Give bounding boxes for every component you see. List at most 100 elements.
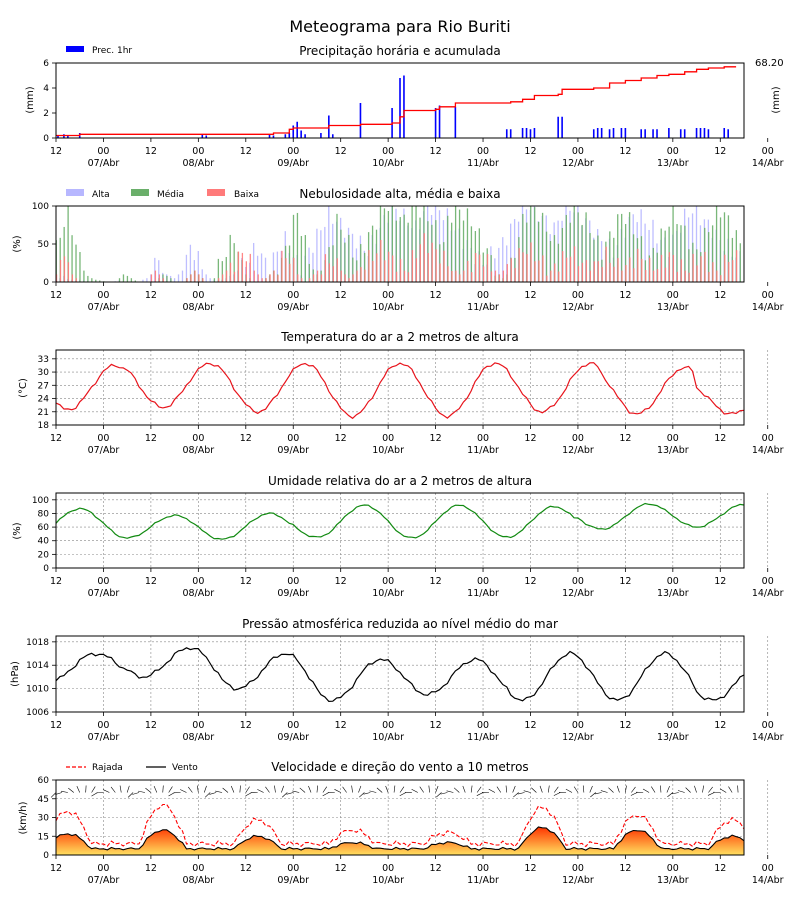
wind-direction-arrow xyxy=(462,785,466,793)
x-hour-label: 12 xyxy=(619,720,631,731)
cloud-mid-bar xyxy=(233,243,235,282)
wind-direction-arrow xyxy=(359,792,365,798)
wind-direction-arrow xyxy=(642,788,650,793)
x-hour-label: 00 xyxy=(572,146,584,157)
cloud-low-bar xyxy=(542,255,544,282)
y-tick-label: 1018 xyxy=(26,638,49,648)
cloud-low-bar xyxy=(724,254,726,282)
cloud-high-bar xyxy=(253,242,255,282)
cloud-mid-bar xyxy=(537,221,540,282)
cloud-mid-bar xyxy=(352,257,354,282)
y-tick-label: 80 xyxy=(38,509,50,519)
wind-direction-arrow xyxy=(91,786,96,793)
cloud-low-bar xyxy=(399,258,402,282)
cloud-high-bar xyxy=(264,257,267,282)
precip-hourly-bar xyxy=(699,128,702,138)
wind-direction-arrow xyxy=(239,785,241,793)
precip-hourly-bar xyxy=(57,135,59,138)
cloud-high-bar xyxy=(506,245,508,282)
precip-hourly-bar xyxy=(608,129,611,138)
cloud-mid-bar xyxy=(229,234,231,282)
precip-accumulated-line xyxy=(56,66,737,137)
cloud-low-bar xyxy=(336,258,338,282)
cloud-low-bar xyxy=(494,270,497,282)
cloud-low-bar xyxy=(340,270,342,282)
x-hour-label: 00 xyxy=(192,576,204,587)
cloud-mid-bar xyxy=(569,222,571,282)
cloud-mid-bar xyxy=(407,222,409,282)
precip-hourly-bar xyxy=(620,128,623,138)
cloud-high-bar xyxy=(513,219,516,282)
cloud-low-bar xyxy=(455,270,457,282)
precip-hourly-bar xyxy=(359,103,362,138)
cloud-mid-bar xyxy=(387,210,390,282)
x-date-label: 12/Abr xyxy=(562,875,594,886)
wind-direction-arrow xyxy=(631,786,636,793)
wind-direction-arrow xyxy=(411,788,418,793)
precipitation-title: Precipitação horária e acumulada xyxy=(299,44,501,58)
wind-direction-arrow xyxy=(132,792,140,795)
x-hour-label: 12 xyxy=(524,290,536,301)
cloud-low-bar xyxy=(672,254,675,282)
cloud-high-bar xyxy=(154,257,156,282)
cloud-mid-bar xyxy=(225,256,227,282)
x-date-label: 07/Abr xyxy=(88,588,120,599)
cloud-mid-bar xyxy=(411,206,413,282)
x-date-label: 11/Abr xyxy=(467,445,499,456)
x-hour-label: 12 xyxy=(50,146,62,157)
cloud-low-bar xyxy=(237,251,240,282)
cloud-mid-bar xyxy=(95,279,97,282)
cloud-mid-bar xyxy=(75,244,77,282)
wind-direction-arrow xyxy=(531,787,537,793)
wind-direction-arrow xyxy=(436,792,442,798)
wind-direction-arrow xyxy=(476,786,482,793)
wind-direction-arrow xyxy=(589,785,593,793)
x-hour-label: 12 xyxy=(335,433,347,444)
x-hour-label: 00 xyxy=(667,290,679,301)
cloud-low-bar xyxy=(229,262,232,282)
precip-hourly-bar xyxy=(272,135,275,138)
wind-direction-arrow xyxy=(671,792,679,795)
cloud-mid-bar xyxy=(288,245,291,282)
cloud-low-bar xyxy=(554,263,556,282)
x-hour-label: 00 xyxy=(97,863,109,874)
cloud-low-bar xyxy=(269,274,271,282)
cloud-low-bar xyxy=(629,257,631,282)
wind-direction-arrow xyxy=(708,786,713,793)
cloud-mid-bar xyxy=(549,240,552,282)
cloud-mid-bar xyxy=(708,232,710,282)
cloud-mid-bar xyxy=(427,221,429,282)
cloud-low-bar xyxy=(613,266,615,282)
wind-direction-arrow xyxy=(369,790,377,793)
cloud-mid-bar xyxy=(454,206,457,282)
wind-direction-arrow xyxy=(616,785,620,793)
wind-direction-arrow xyxy=(68,787,74,793)
cloud-high-bar xyxy=(189,244,192,282)
cloud-high-bar xyxy=(320,230,322,282)
cloud-mid-bar xyxy=(364,252,366,282)
wind-direction-arrow xyxy=(453,787,460,793)
wind-direction-arrow xyxy=(608,787,614,793)
cloud-low-bar xyxy=(633,268,635,282)
x-hour-label: 12 xyxy=(619,863,631,874)
wind-direction-arrow xyxy=(728,786,733,793)
cloud-low-bar xyxy=(435,249,437,282)
x-hour-label: 12 xyxy=(714,720,726,731)
x-date-label: 14/Abr xyxy=(752,302,784,313)
x-date-label: 07/Abr xyxy=(88,158,120,169)
wind-direction-arrow xyxy=(590,792,596,798)
wind-direction-arrow xyxy=(573,786,579,793)
cloud-low-bar xyxy=(218,278,220,282)
pressure-title: Pressão atmosférica reduzida ao nível mé… xyxy=(242,617,558,631)
cloud-low-bar xyxy=(680,259,682,282)
x-hour-label: 00 xyxy=(762,290,774,301)
wind-direction-arrow xyxy=(539,785,543,793)
wind-direction-arrow xyxy=(153,785,158,793)
pressure-panel: Pressão atmosférica reduzida ao nível mé… xyxy=(10,617,784,743)
cloud-low-bar xyxy=(498,274,501,282)
x-hour-label: 00 xyxy=(382,146,394,157)
cloud-mid-bar xyxy=(723,212,726,282)
cloud-low-bar xyxy=(728,261,730,282)
cloud-mid-bar xyxy=(308,263,310,282)
wind-direction-arrow xyxy=(666,785,670,793)
